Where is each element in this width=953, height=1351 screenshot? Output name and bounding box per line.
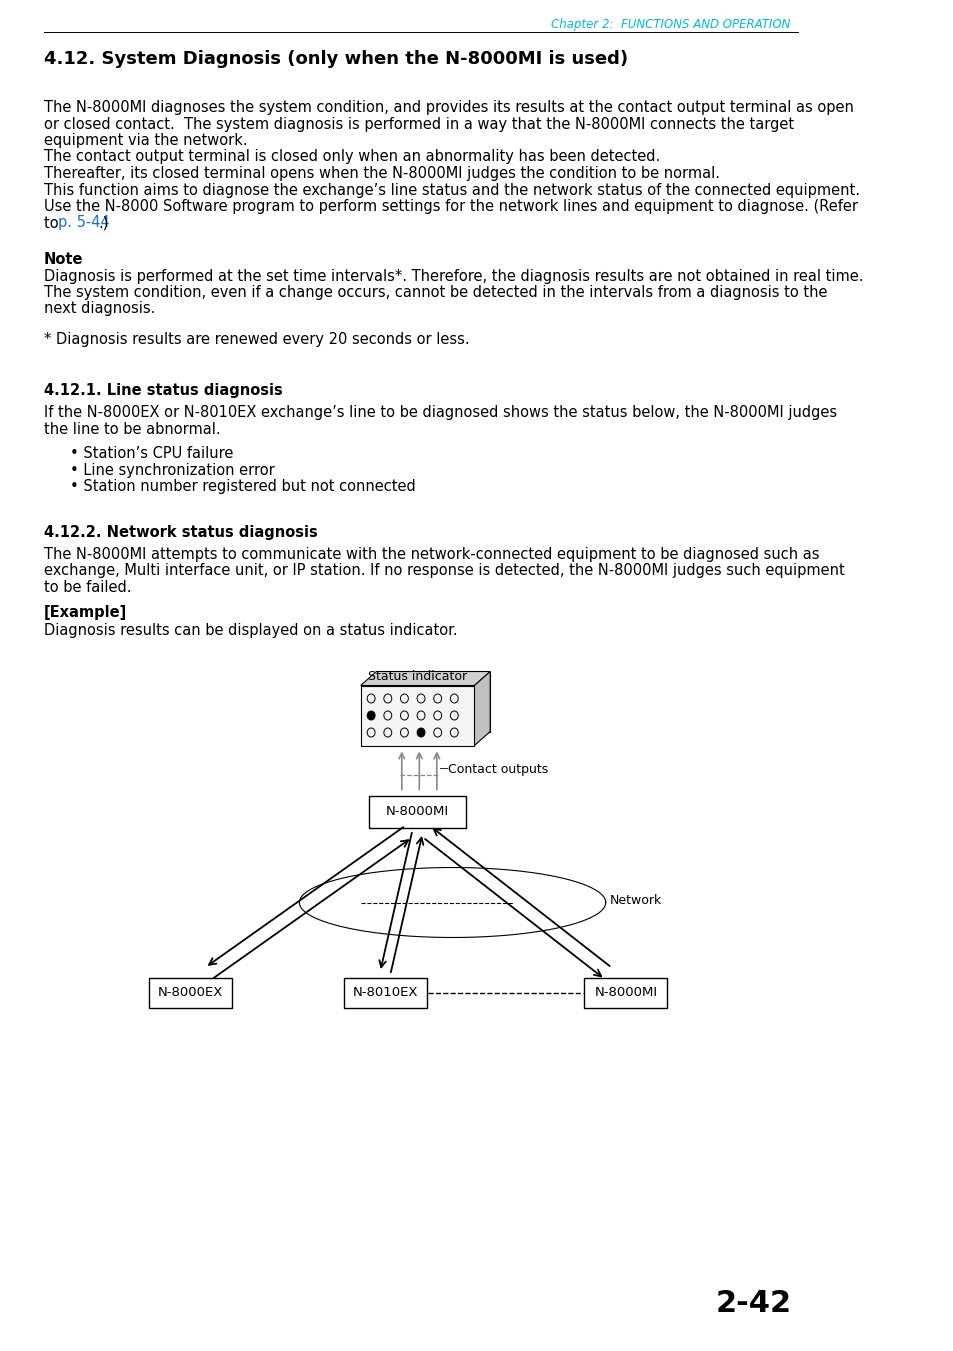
Text: • Station number registered but not connected: • Station number registered but not conn… (70, 480, 416, 494)
Polygon shape (376, 671, 490, 731)
Text: Chapter 2:  FUNCTIONS AND OPERATION: Chapter 2: FUNCTIONS AND OPERATION (551, 18, 790, 31)
Text: N-8000MI: N-8000MI (594, 986, 657, 998)
Polygon shape (474, 671, 490, 746)
Text: the line to be abnormal.: the line to be abnormal. (44, 422, 220, 436)
Text: The system condition, even if a change occurs, cannot be detected in the interva: The system condition, even if a change o… (44, 285, 826, 300)
FancyBboxPatch shape (343, 978, 426, 1008)
Text: The N-8000MI attempts to communicate with the network-connected equipment to be : The N-8000MI attempts to communicate wit… (44, 547, 819, 562)
Text: Contact outputs: Contact outputs (448, 763, 548, 777)
Text: .): .) (98, 216, 109, 231)
Text: 2-42: 2-42 (716, 1289, 791, 1319)
Polygon shape (360, 671, 490, 685)
FancyBboxPatch shape (369, 796, 465, 828)
Circle shape (367, 711, 375, 720)
Text: next diagnosis.: next diagnosis. (44, 301, 155, 316)
Text: This function aims to diagnose the exchange’s line status and the network status: This function aims to diagnose the excha… (44, 182, 859, 197)
Text: N-8000MI: N-8000MI (386, 805, 449, 817)
Text: [Example]: [Example] (44, 604, 127, 620)
Text: 4.12.2. Network status diagnosis: 4.12.2. Network status diagnosis (44, 526, 317, 540)
Text: or closed contact.  The system diagnosis is performed in a way that the N-8000MI: or closed contact. The system diagnosis … (44, 116, 793, 131)
Text: Use the N-8000 Software program to perform settings for the network lines and eq: Use the N-8000 Software program to perfo… (44, 199, 857, 213)
FancyBboxPatch shape (360, 685, 474, 746)
Text: The N-8000MI diagnoses the system condition, and provides its results at the con: The N-8000MI diagnoses the system condit… (44, 100, 853, 115)
Text: to be failed.: to be failed. (44, 580, 132, 594)
Text: exchange, Multi interface unit, or IP station. If no response is detected, the N: exchange, Multi interface unit, or IP st… (44, 563, 843, 578)
Text: 4.12.1. Line status diagnosis: 4.12.1. Line status diagnosis (44, 384, 282, 399)
Text: Diagnosis is performed at the set time intervals*. Therefore, the diagnosis resu: Diagnosis is performed at the set time i… (44, 269, 862, 284)
Text: * Diagnosis results are renewed every 20 seconds or less.: * Diagnosis results are renewed every 20… (44, 332, 469, 347)
Text: • Station’s CPU failure: • Station’s CPU failure (70, 446, 233, 461)
Text: If the N-8000EX or N-8010EX exchange’s line to be diagnosed shows the status bel: If the N-8000EX or N-8010EX exchange’s l… (44, 405, 836, 420)
Text: 4.12. System Diagnosis (only when the N-8000MI is used): 4.12. System Diagnosis (only when the N-… (44, 50, 627, 68)
Text: Thereafter, its closed terminal opens when the N-8000MI judges the condition to : Thereafter, its closed terminal opens wh… (44, 166, 719, 181)
Text: N-8000EX: N-8000EX (158, 986, 223, 998)
Text: Status indicator: Status indicator (368, 670, 467, 682)
Text: to: to (44, 216, 63, 231)
Text: The contact output terminal is closed only when an abnormality has been detected: The contact output terminal is closed on… (44, 150, 659, 165)
FancyBboxPatch shape (583, 978, 667, 1008)
Circle shape (416, 728, 424, 738)
Text: equipment via the network.: equipment via the network. (44, 132, 247, 149)
Text: Diagnosis results can be displayed on a status indicator.: Diagnosis results can be displayed on a … (44, 623, 456, 638)
Text: Network: Network (610, 894, 661, 908)
FancyBboxPatch shape (149, 978, 233, 1008)
Text: N-8010EX: N-8010EX (352, 986, 417, 998)
Text: Note: Note (44, 253, 83, 267)
Text: p. 5-44: p. 5-44 (58, 216, 110, 231)
Text: • Line synchronization error: • Line synchronization error (70, 462, 274, 477)
